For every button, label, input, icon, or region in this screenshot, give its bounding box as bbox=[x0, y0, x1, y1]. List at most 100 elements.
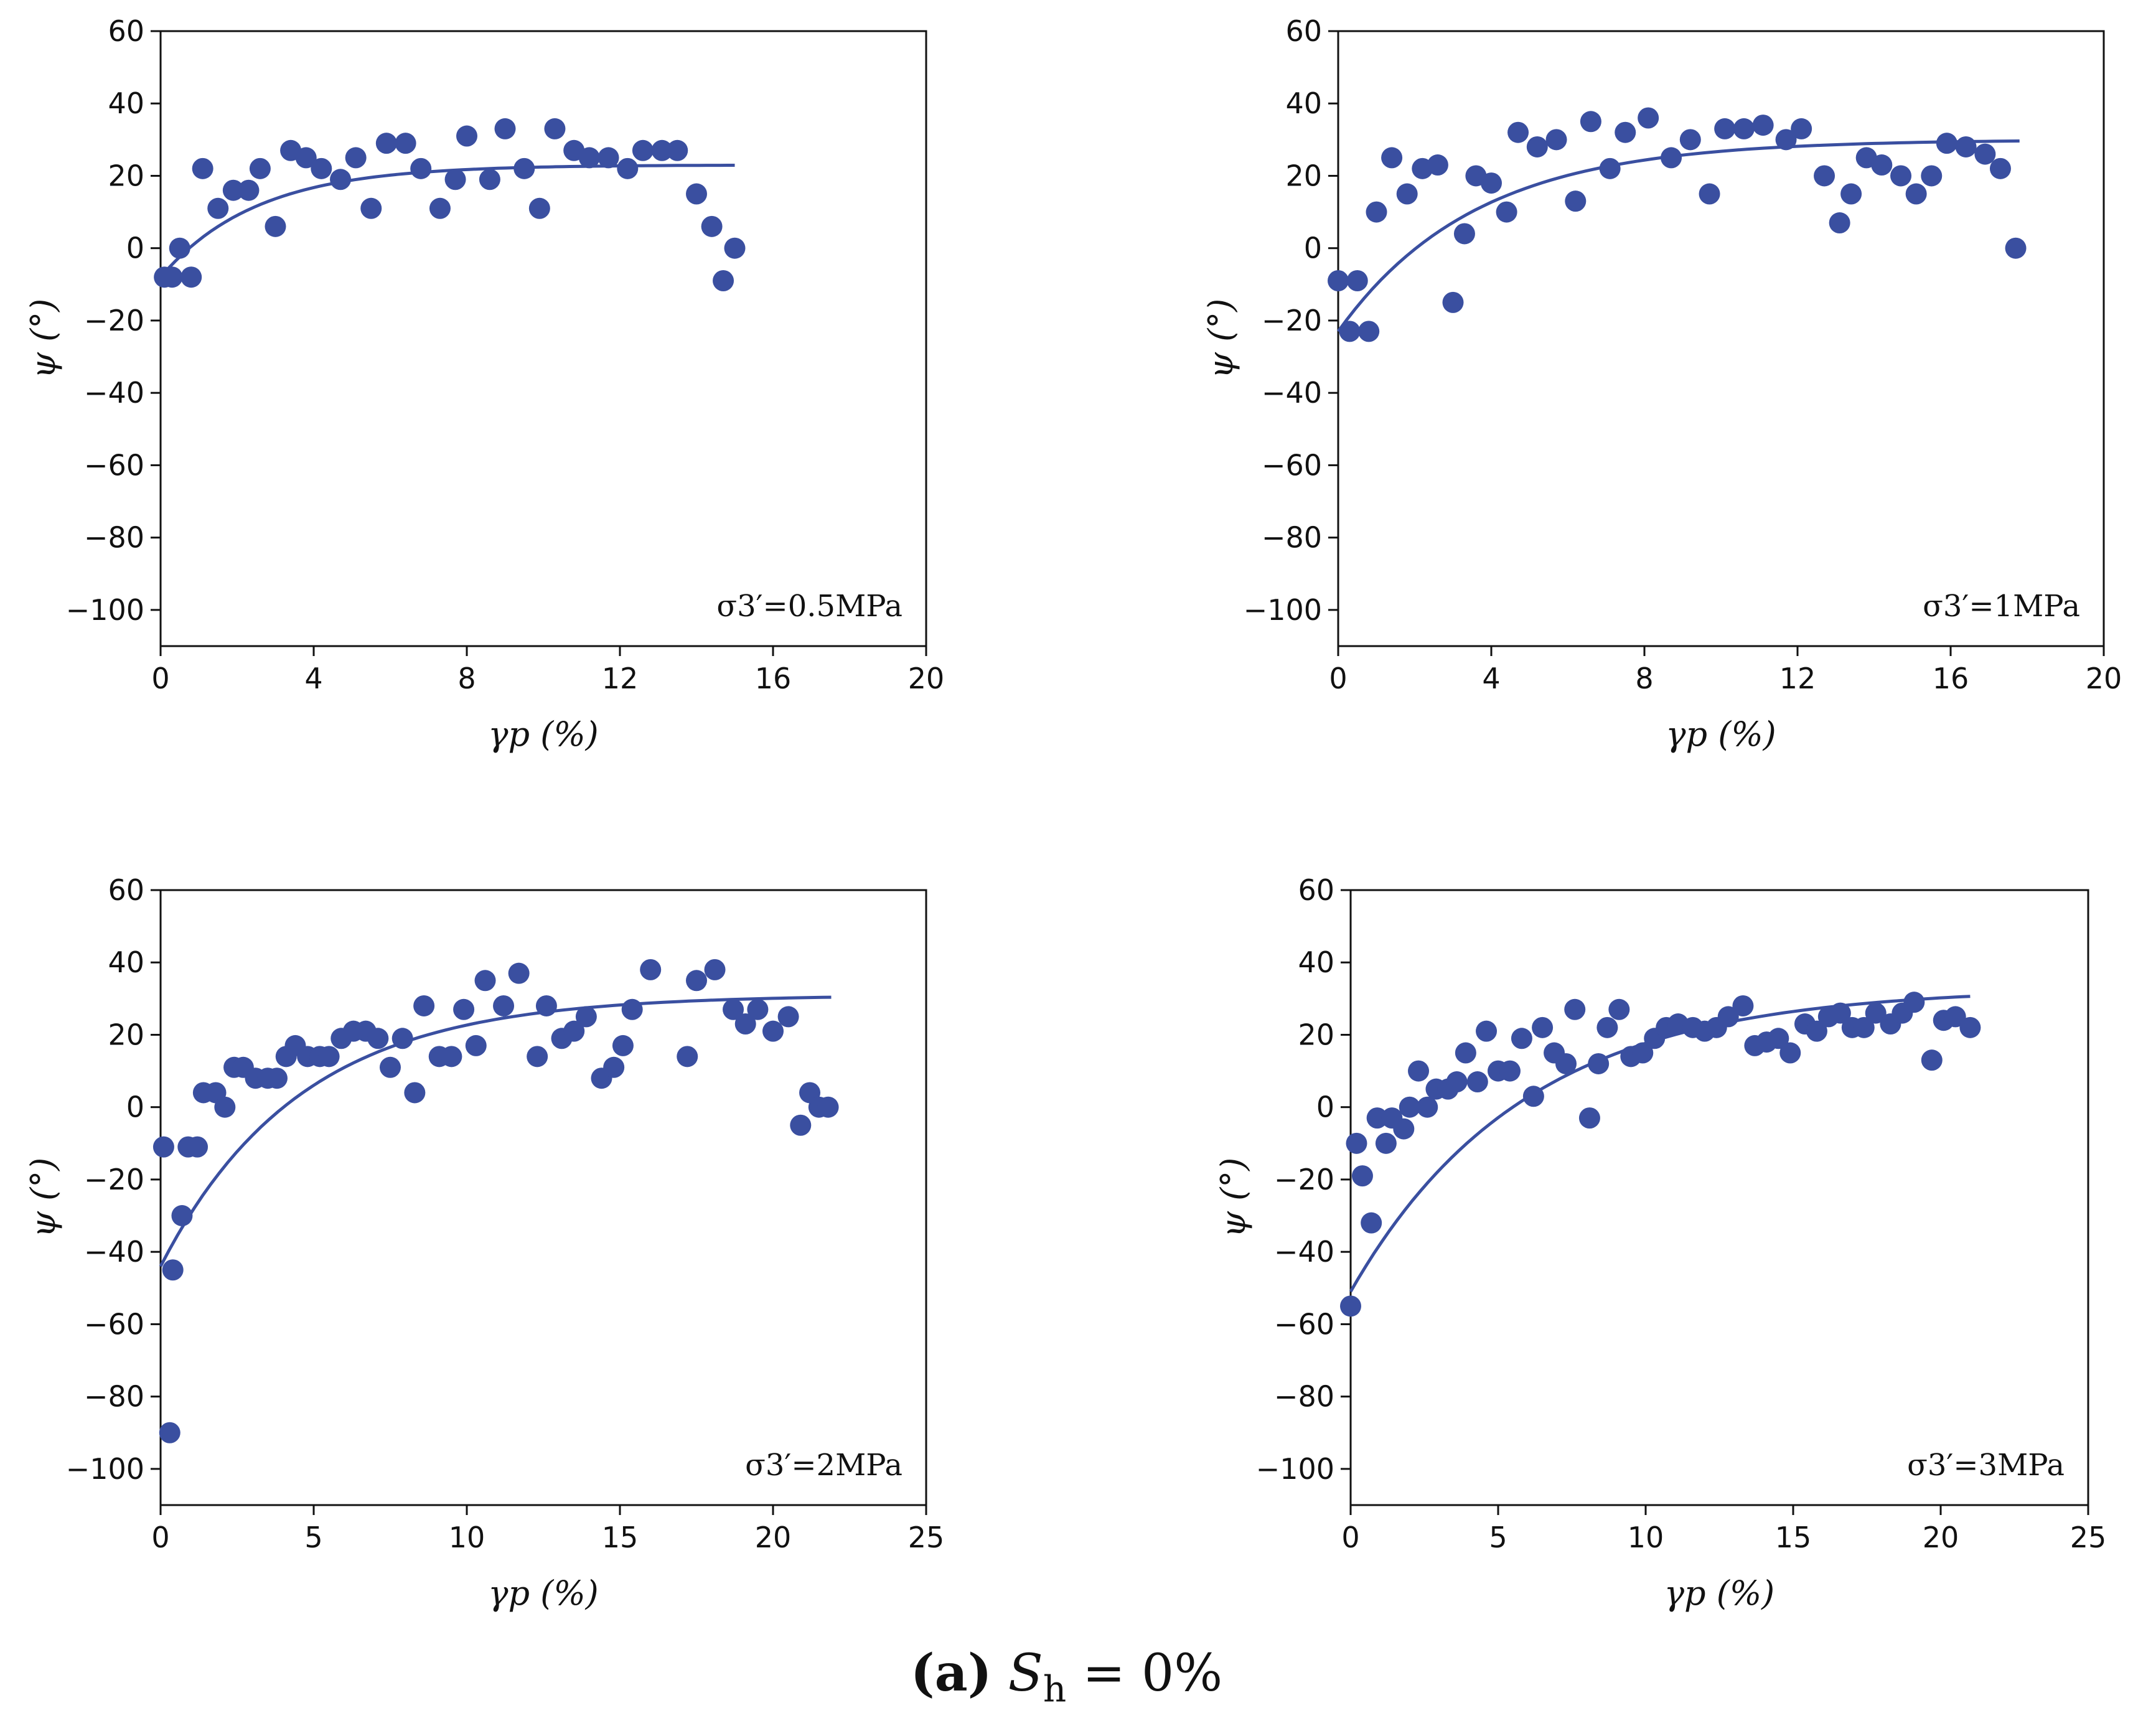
x-tick-label: 4 bbox=[304, 662, 322, 695]
x-axis-label: γp (%) bbox=[1664, 1574, 1774, 1613]
y-tick-label: −80 bbox=[1274, 1380, 1334, 1414]
data-point bbox=[508, 962, 530, 984]
data-point bbox=[1339, 321, 1361, 342]
data-point bbox=[1615, 121, 1636, 143]
y-tick-label: −40 bbox=[1274, 1235, 1334, 1269]
y-tick-label: 0 bbox=[126, 232, 144, 265]
x-axis-label: γp (%) bbox=[1666, 715, 1776, 754]
data-point bbox=[330, 169, 352, 190]
data-point bbox=[603, 1056, 625, 1078]
data-point bbox=[1829, 1002, 1851, 1024]
y-tick-label: −60 bbox=[1274, 1307, 1334, 1341]
data-point bbox=[410, 157, 432, 179]
data-point bbox=[723, 998, 744, 1020]
y-tick-label: −60 bbox=[1262, 448, 1322, 482]
x-tick-label: 16 bbox=[1933, 662, 1969, 695]
data-point bbox=[1853, 1016, 1875, 1038]
y-tick-label: −20 bbox=[84, 1163, 144, 1196]
data-point bbox=[1496, 201, 1517, 223]
data-point bbox=[747, 998, 769, 1020]
data-point bbox=[1511, 1028, 1532, 1049]
x-tick-label: 10 bbox=[1628, 1521, 1664, 1554]
data-point bbox=[1661, 147, 1682, 169]
chart-panel-1: 0 4 8 12 16 20 60 40 20 0 −20 −40 −60 −80 −100 σ3′=0.5M… bbox=[24, 14, 944, 754]
data-point bbox=[1936, 133, 1957, 154]
data-point bbox=[1905, 183, 1927, 205]
x-axis-label: γp (%) bbox=[488, 1574, 598, 1613]
y-tick-label: −60 bbox=[84, 448, 144, 482]
data-point bbox=[1871, 154, 1893, 176]
x-tick-label: 0 bbox=[151, 662, 169, 695]
y-tick-label: 60 bbox=[108, 14, 144, 48]
y-tick-label: −80 bbox=[84, 1380, 144, 1414]
data-point bbox=[1717, 1006, 1739, 1028]
data-point bbox=[701, 215, 723, 237]
data-point bbox=[456, 125, 477, 147]
data-point bbox=[575, 1006, 597, 1028]
data-point bbox=[1580, 111, 1601, 133]
y-tick-label: 20 bbox=[1298, 1018, 1334, 1051]
data-point bbox=[1358, 321, 1380, 342]
data-point bbox=[162, 1259, 184, 1281]
data-point bbox=[159, 1422, 180, 1443]
data-point bbox=[1532, 1016, 1554, 1038]
data-point bbox=[612, 1035, 634, 1056]
data-point bbox=[444, 169, 466, 190]
x-tick-label: 5 bbox=[304, 1521, 322, 1554]
data-point bbox=[528, 197, 550, 219]
x-tick-label: 0 bbox=[1329, 662, 1347, 695]
data-point bbox=[395, 133, 416, 154]
data-point bbox=[1578, 1107, 1600, 1129]
data-point bbox=[152, 1136, 174, 1158]
y-tick-label: −20 bbox=[1262, 304, 1322, 337]
data-point bbox=[311, 157, 332, 179]
data-point bbox=[1599, 157, 1621, 179]
data-point bbox=[1890, 165, 1912, 187]
data-point bbox=[360, 197, 382, 219]
data-point bbox=[1476, 1020, 1498, 1042]
data-point bbox=[391, 1028, 413, 1049]
plot-frame bbox=[159, 30, 927, 647]
data-point bbox=[1564, 998, 1586, 1020]
y-tick-label: −100 bbox=[1244, 593, 1322, 627]
caption-subscript: h bbox=[1043, 1668, 1067, 1710]
data-point bbox=[621, 998, 643, 1020]
data-point bbox=[1752, 115, 1774, 136]
data-point bbox=[249, 157, 271, 179]
data-point bbox=[1366, 1107, 1388, 1129]
y-tick-label: −100 bbox=[66, 1452, 144, 1486]
data-point bbox=[1381, 147, 1403, 169]
plot-frame bbox=[159, 889, 927, 1506]
data-point bbox=[180, 266, 202, 288]
data-point bbox=[1779, 1042, 1801, 1064]
y-axis-label: ψ (°) bbox=[1201, 299, 1240, 379]
data-point bbox=[817, 1096, 839, 1118]
x-tick-label: 0 bbox=[151, 1521, 169, 1554]
data-point bbox=[1366, 201, 1387, 223]
data-point bbox=[207, 197, 229, 219]
y-tick-label: −40 bbox=[1262, 376, 1322, 410]
data-point bbox=[1507, 121, 1529, 143]
data-point bbox=[1829, 212, 1850, 234]
y-tick-label: 40 bbox=[1298, 945, 1334, 979]
data-point bbox=[1791, 118, 1812, 139]
x-tick-label: 15 bbox=[1775, 1521, 1812, 1554]
data-point bbox=[777, 1006, 799, 1028]
data-point bbox=[578, 147, 600, 169]
data-point bbox=[1346, 270, 1368, 292]
data-point bbox=[667, 139, 688, 161]
data-point bbox=[192, 157, 213, 179]
pressure-annotation: σ3′=2MPa bbox=[745, 1448, 902, 1483]
y-axis-label: ψ (°) bbox=[1214, 1158, 1253, 1238]
data-point bbox=[1596, 1016, 1618, 1038]
data-point bbox=[1989, 157, 2011, 179]
x-tick-label: 12 bbox=[602, 662, 639, 695]
data-point bbox=[265, 215, 286, 237]
data-point bbox=[169, 237, 190, 259]
x-tick-label: 12 bbox=[1779, 662, 1816, 695]
x-tick-label: 5 bbox=[1489, 1521, 1507, 1554]
chart-panel-2: 0 4 8 12 16 20 60 40 20 0 −20 −40 −60 −80 −100 σ3′=1MPa… bbox=[1201, 14, 2122, 754]
x-tick-label: 15 bbox=[602, 1521, 639, 1554]
data-point bbox=[1865, 1002, 1887, 1024]
data-point bbox=[367, 1028, 389, 1049]
